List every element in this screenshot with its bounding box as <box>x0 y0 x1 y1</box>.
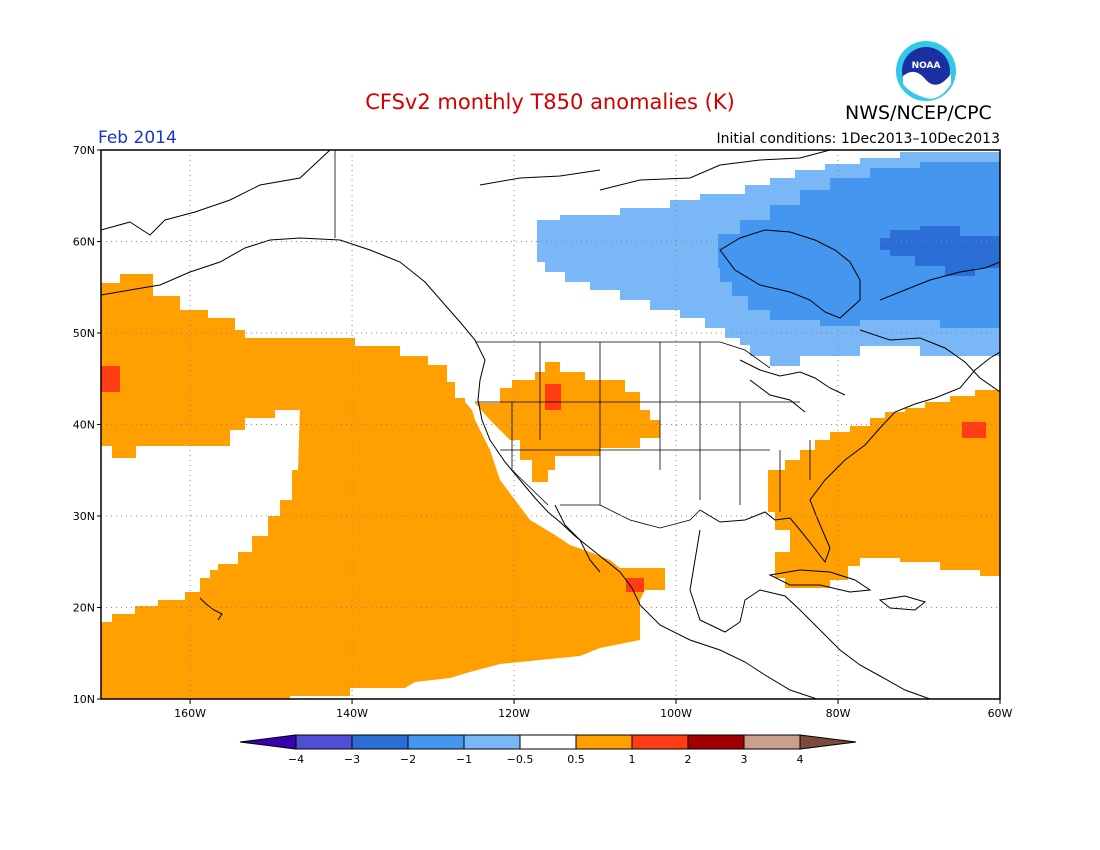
forecast-month: Feb 2014 <box>98 128 177 148</box>
warm-spot-mexico <box>626 578 644 592</box>
warm-spot-pacific <box>101 366 120 392</box>
noaa-logo-icon: NOAA <box>896 41 956 101</box>
lon-label: 100W <box>660 707 692 720</box>
colorbar-label: 1 <box>629 753 636 766</box>
colorbar-box <box>351 734 409 750</box>
colorbar-box <box>631 734 689 750</box>
lat-label: 40N <box>73 419 95 432</box>
logo-text: NOAA <box>912 61 941 71</box>
colorbar-label: 2 <box>685 753 692 766</box>
anomaly-region-western-warm <box>475 362 660 482</box>
lon-label: 60W <box>988 707 1013 720</box>
colorbar-label: 4 <box>797 753 804 766</box>
colorbar-label: −1 <box>456 753 472 766</box>
org-label: NWS/NCEP/CPC <box>845 102 992 124</box>
coastlines <box>101 150 1000 699</box>
lon-label: 160W <box>174 707 206 720</box>
colorbar-box <box>519 734 577 750</box>
colorbar-box <box>407 734 465 750</box>
lat-label: 30N <box>73 510 95 523</box>
axis-ticks: 70N 60N 50N 40N 30N 20N 10N 160W 140W 120W 100W 80W… <box>73 144 1013 720</box>
warm-spot-idaho <box>545 384 561 410</box>
lon-label: 140W <box>336 707 368 720</box>
colorbar-box <box>743 734 801 750</box>
colorbar-label: 3 <box>741 753 748 766</box>
anomaly-region-eastern-pacific-warm <box>101 402 665 699</box>
lon-label: 120W <box>498 707 530 720</box>
colorbar-label: −2 <box>400 753 416 766</box>
lat-label: 70N <box>73 144 95 157</box>
colorbar-box <box>687 734 745 750</box>
colorbar-label: −4 <box>288 753 304 766</box>
lat-label: 20N <box>73 602 95 615</box>
colorbar-arrow-low <box>239 734 297 750</box>
map-title: CFSv2 monthly T850 anomalies (K) <box>365 90 735 114</box>
initial-conditions: Initial conditions: 1Dec2013–10Dec2013 <box>716 131 1000 147</box>
colorbar-label: 0.5 <box>567 753 585 766</box>
anomaly-hole-pacific <box>101 402 300 622</box>
colorbar-box <box>575 734 633 750</box>
colorbar-label: −3 <box>344 753 360 766</box>
colorbar-arrow-high <box>799 734 857 750</box>
lat-label: 60N <box>73 236 95 249</box>
colorbar-label: −0.5 <box>507 753 534 766</box>
anomaly-region-north-pacific-warm <box>101 274 465 458</box>
colorbar-box <box>295 734 353 750</box>
warm-spot-atlantic <box>962 422 986 438</box>
colorbar-box <box>463 734 521 750</box>
anomaly-region-labrador-core <box>880 226 1000 276</box>
lat-label: 50N <box>73 327 95 340</box>
anomaly-region-hudson-cold <box>718 162 1000 328</box>
lon-label: 80W <box>826 707 851 720</box>
borders <box>334 150 811 529</box>
lat-label: 10N <box>73 693 95 706</box>
